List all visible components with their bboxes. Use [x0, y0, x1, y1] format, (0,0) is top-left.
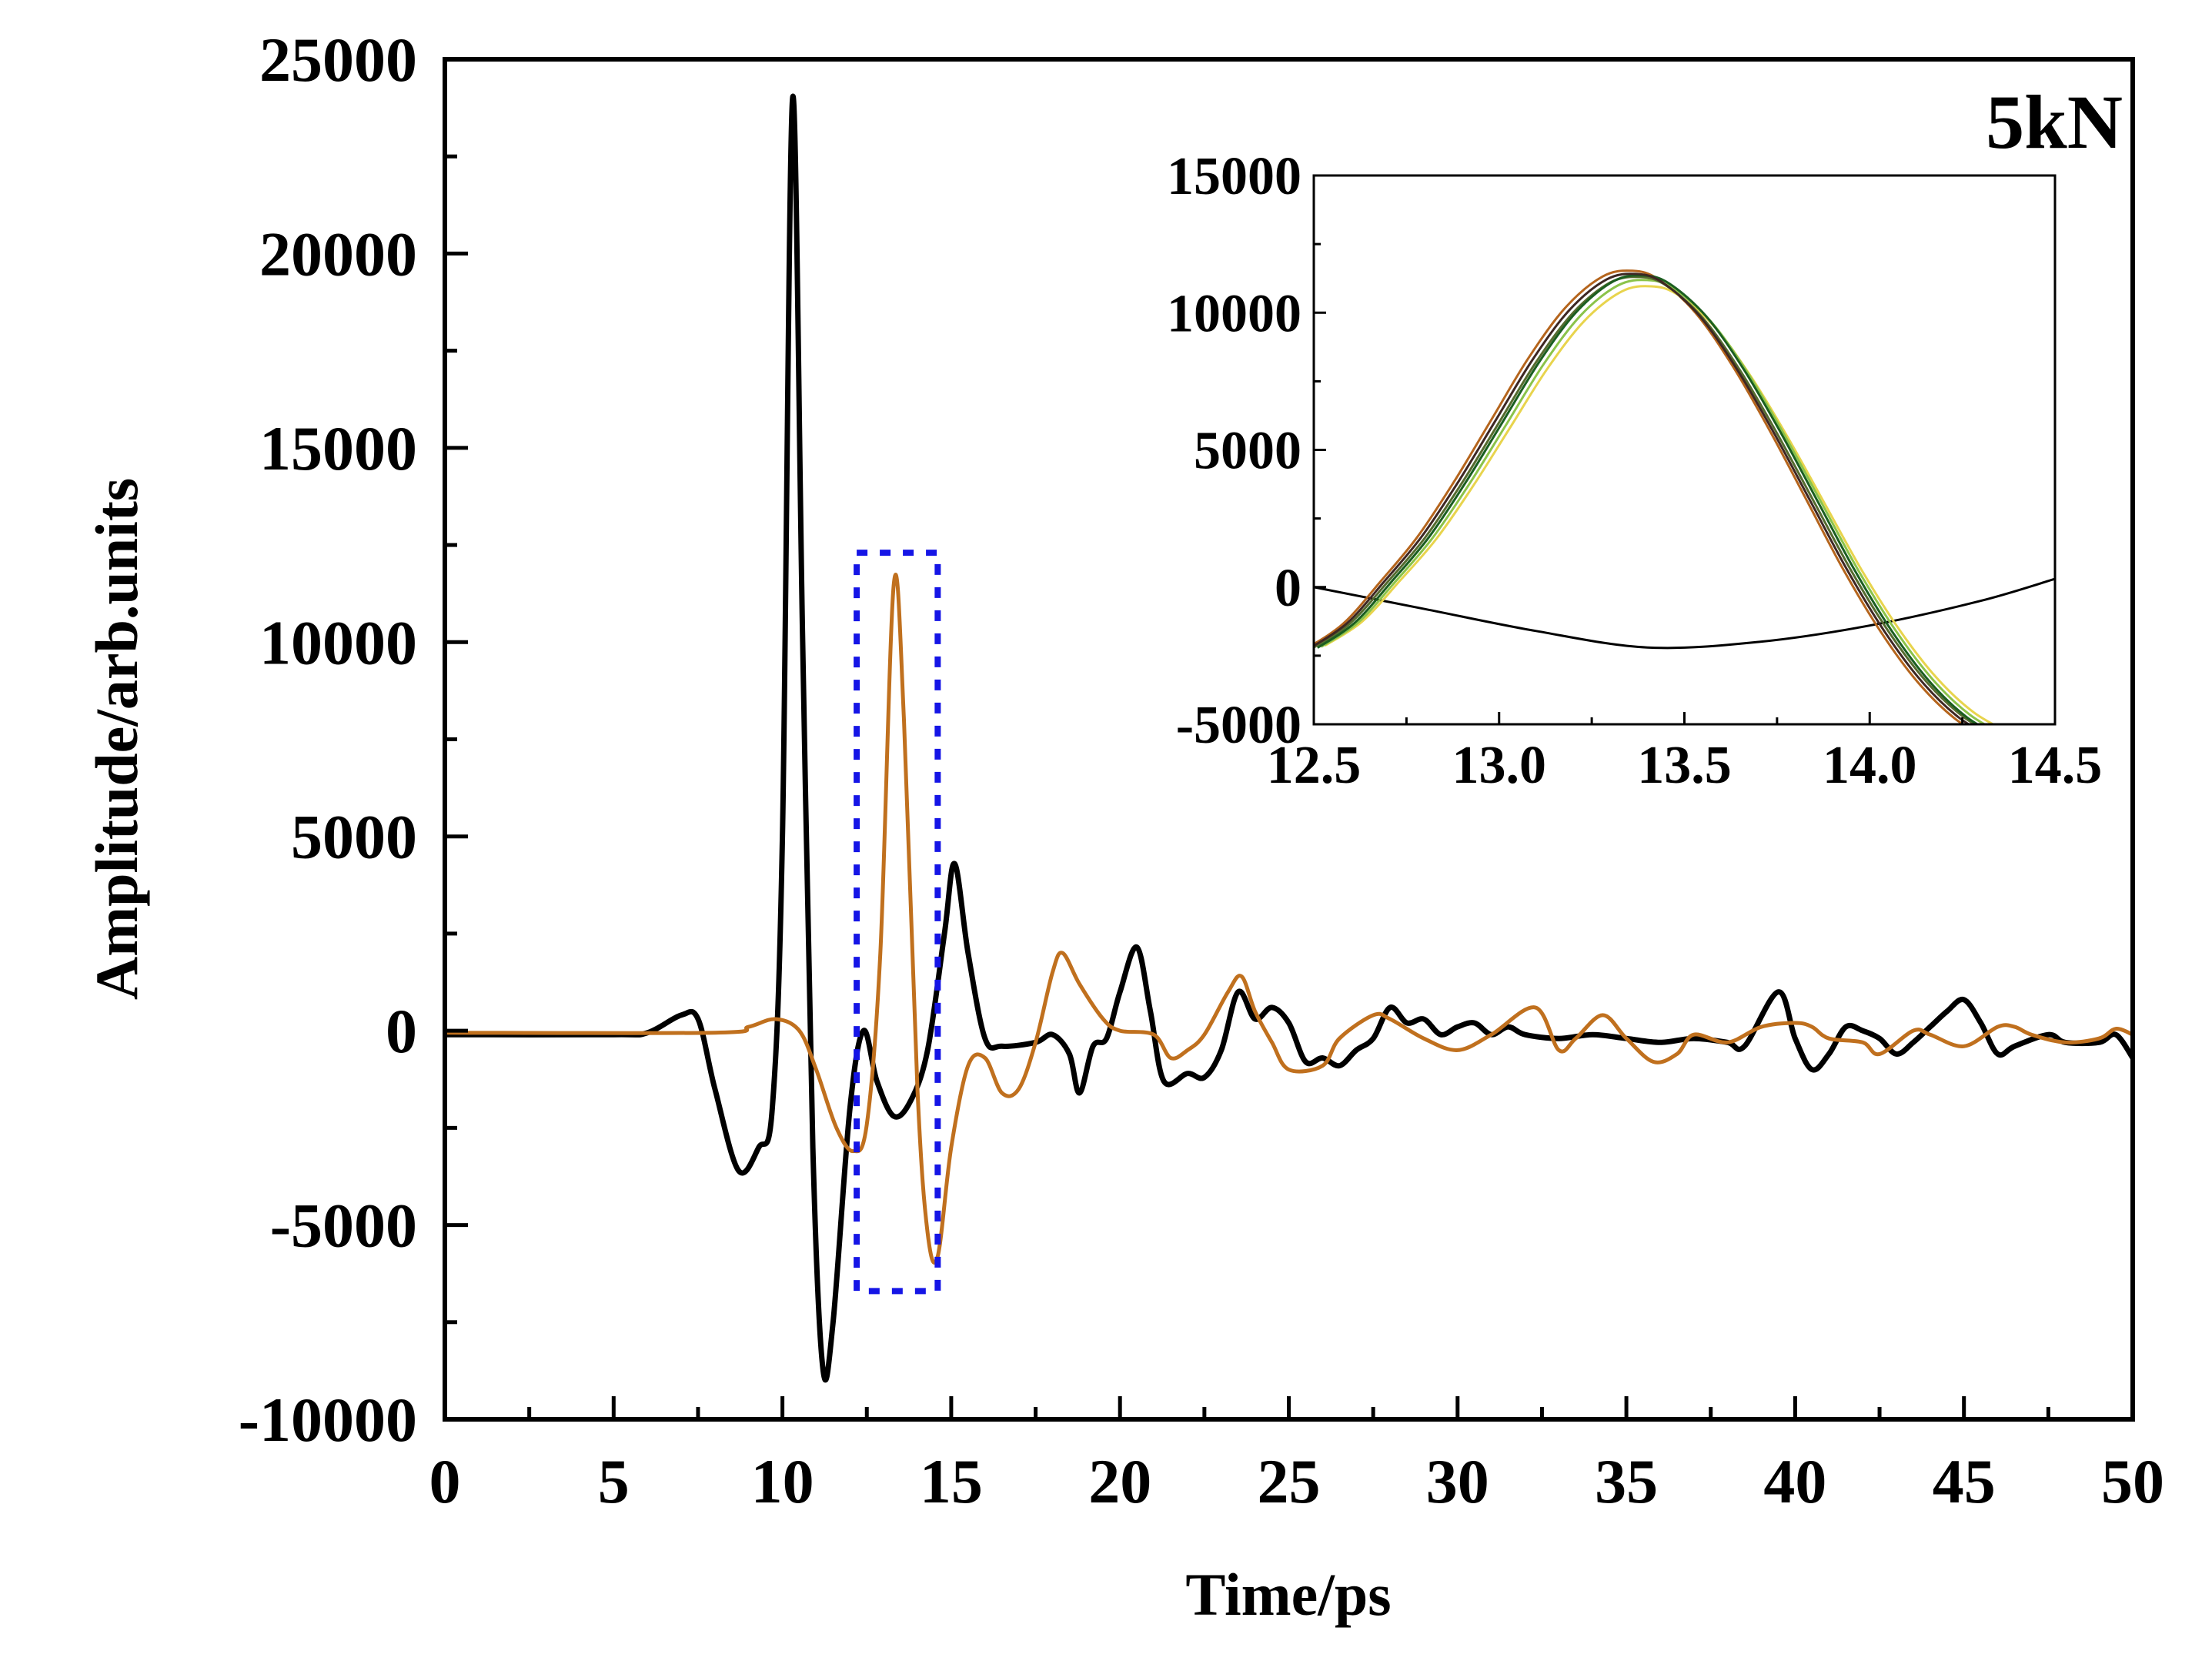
y-axis-label: Amplitude/arb.units: [83, 478, 150, 1000]
main-series-group: [444, 93, 2135, 1383]
inset-y-tick-label: -5000: [1176, 696, 1301, 755]
y-tick-label: 15000: [259, 413, 417, 483]
load-annotation: 5kN: [1986, 79, 2123, 165]
x-tick-label: 5: [598, 1446, 630, 1516]
inset-background: [1314, 175, 2055, 724]
inset-x-tick-label: 13.5: [1637, 736, 1732, 795]
inset-series-line-s6: [1314, 272, 1971, 724]
series-line-reference: [444, 93, 2135, 1383]
x-tick-label: 10: [751, 1446, 814, 1516]
y-tick-label: -10000: [239, 1385, 417, 1455]
inset-series-group: [1314, 269, 2055, 724]
x-tick-label: 20: [1088, 1446, 1151, 1516]
inset-series-line-reference: [1314, 577, 2055, 650]
inset-y-ticks: 15000 10000 5000 0 -5000: [1167, 147, 1326, 755]
y-tick-label: 5000: [291, 802, 417, 872]
inset-x-tick-label: 12.5: [1267, 736, 1362, 795]
inset-y-tick-label: 0: [1275, 559, 1301, 618]
y-tick-label: 10000: [259, 607, 417, 677]
y-tick-label: -5000: [270, 1191, 417, 1261]
inset-x-ticks: 12.5 13.0 13.5 14.0 14.5: [1267, 712, 2103, 795]
x-axis-label: Time/ps: [1185, 1561, 1391, 1628]
x-tick-label: 50: [2101, 1446, 2164, 1516]
inset-plot: 12.5 13.0 13.5 14.0 14.5 15000 10000 5000 0 -500…: [1167, 147, 2102, 795]
inset-series-line-s2: [1324, 285, 1996, 724]
series-line-sample: [444, 573, 2133, 1265]
inset-x-tick-label: 13.0: [1452, 736, 1547, 795]
main-y-ticks: 25000 20000 15000 10000 5000 0 -5000 -10000: [239, 25, 468, 1455]
x-tick-label: 25: [1258, 1446, 1321, 1516]
x-tick-label: 30: [1426, 1446, 1489, 1516]
x-tick-label: 0: [429, 1446, 461, 1516]
x-tick-label: 40: [1763, 1446, 1826, 1516]
inset-y-tick-label: 5000: [1194, 422, 1301, 481]
x-tick-label: 35: [1595, 1446, 1658, 1516]
x-tick-label: 15: [920, 1446, 983, 1516]
x-tick-label: 45: [1933, 1446, 1996, 1516]
inset-x-tick-label: 14.0: [1823, 736, 1917, 795]
y-tick-label: 0: [386, 996, 417, 1066]
main-plot: 0 5 10 15 20 25 30 35 40 45 50 25000 20000 15000 1000…: [83, 25, 2164, 1628]
inset-y-tick-label: 10000: [1167, 284, 1301, 343]
inset-y-tick-label: 15000: [1167, 147, 1301, 206]
inset-series-line-s3: [1320, 279, 1987, 724]
highlight-box: [854, 550, 941, 1295]
main-x-ticks: 0 5 10 15 20 25 30 35 40 45 50: [429, 1396, 2164, 1516]
inset-x-tick-label: 14.5: [2008, 736, 2103, 795]
y-tick-label: 25000: [259, 25, 417, 95]
y-tick-label: 20000: [259, 219, 417, 289]
inset-series-line-s5: [1316, 274, 1980, 724]
